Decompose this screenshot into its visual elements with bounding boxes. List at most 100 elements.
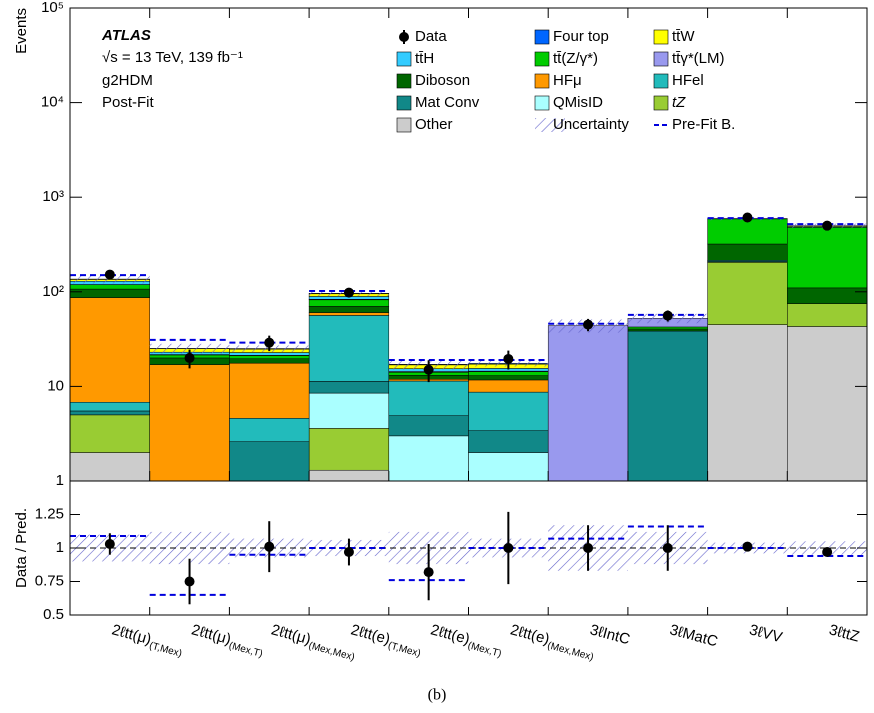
stack-segment [468,371,549,376]
category-name: 2ℓtt(μ) [110,621,153,648]
stack-segment [69,401,150,412]
stack-segment [627,328,708,332]
x-tick-label: 3ℓMatC [668,621,720,650]
data-point [184,352,195,363]
category-subscript: (Mex,T) [467,640,503,660]
legend-label: tZ [672,94,686,111]
category-name: 3ℓIntC [588,621,632,648]
legend-swatch [534,73,550,89]
ratio-tick-label: 0.75 [35,572,64,589]
stack-segment [787,303,868,327]
category-name: 2ℓtt(e) [508,621,551,648]
stack-segment [308,381,390,394]
stack-segment [308,392,390,429]
legend-swatch [396,95,412,111]
y-tick-label: 10² [42,283,64,300]
stack-segment [627,326,708,330]
legend-label: Other [415,116,453,133]
ratio-point [742,541,753,552]
stack-segment [69,410,150,416]
ratio-point [662,543,673,553]
category-subscript: (T,Mex) [387,640,422,659]
legend-swatch [534,95,550,111]
stack-segment [707,324,788,482]
legend-label: tt̄γ*(LM) [672,50,725,67]
legend-swatch [396,73,412,89]
legend-label: Pre-Fit B. [672,116,735,133]
experiment-label: ATLAS [101,27,151,44]
category-name: 3ℓttZ [827,621,861,645]
category-subscript: (Mex,Mex) [546,640,594,663]
category-name: 2ℓtt(μ) [269,621,312,648]
stack-segment [787,227,868,289]
stack-segment [308,428,390,471]
legend-label: tt̄W [672,28,695,45]
fit-label: Post-Fit [102,94,155,111]
x-tick-label: 2ℓtt(e)(Mex,Mex) [508,621,597,663]
legend-swatch [653,73,669,89]
legend-label: HFμ [553,72,582,89]
category-subscript: (Mex,Mex) [307,640,355,663]
category-subscript: (Mex,T) [228,640,264,660]
legend-swatch [534,51,550,67]
stack-segment [308,312,390,316]
energy-label: √s = 13 TeV, 139 fb⁻¹ [102,49,243,66]
y-axis-title: Events [13,8,30,54]
stack-segment [707,243,788,261]
stack-segment [69,297,150,403]
ratio-point [343,547,354,558]
legend-label: tt̄(Z/γ*) [553,50,598,67]
legend-swatch [396,117,412,133]
data-point [264,337,275,348]
stack-segment [69,288,150,298]
category-name: 2ℓtt(e) [349,621,392,648]
stack-segment [69,414,150,453]
legend-label: Data [415,28,447,45]
y-tick-label: 10⁴ [41,94,64,111]
ratio-point [104,538,115,549]
stack-segment [69,452,150,482]
stack-segment [468,430,549,453]
category-subscript: (T,Mex) [148,640,183,659]
ratio-tick-label: 1.25 [35,505,64,522]
x-tick-label: 2ℓtt(e)(Mex,T) [428,621,505,659]
stack-segment [69,284,150,290]
stack-segment [468,391,549,431]
category-name: 2ℓtt(μ) [190,621,233,648]
legend-marker [399,32,409,42]
stack-segment [388,380,469,416]
legend-label: Uncertainty [553,116,629,133]
ratio-point [503,543,514,553]
y-tick-label: 1 [56,472,64,489]
stack-segment [229,362,310,419]
legend-label: HFel [672,72,704,89]
stack-segment [468,452,549,482]
ratio-tick-label: 1 [56,539,64,556]
stack-segment [787,326,868,482]
data-point [662,310,673,321]
data-point [423,364,434,375]
stack-segment [308,469,390,482]
ratio-tick-label: 0.5 [43,606,64,623]
x-tick-label: 2ℓtt(μ)(T,Mex) [109,621,185,659]
stack-segment [149,364,230,482]
x-tick-label: 3ℓttZ [827,621,861,645]
legend-label: Mat Conv [415,94,480,111]
legend-swatch [534,29,550,45]
stack-segment [229,441,310,482]
ratio-point [822,547,833,558]
stack-segment [229,418,310,442]
stack-segment [308,299,390,307]
x-tick-label: 3ℓVV [748,621,784,646]
y-tick-label: 10⁵ [41,0,64,16]
category-name: 3ℓVV [748,621,784,646]
x-tick-label: 2ℓtt(μ)(Mex,Mex) [269,621,359,663]
ratio-point [184,576,195,587]
uncertainty-band [149,343,230,354]
legend-swatch [653,29,669,45]
legend-label: Diboson [415,72,470,89]
category-name: 2ℓtt(e) [429,621,472,648]
plot-area [69,212,868,605]
legend-swatch [653,51,669,67]
